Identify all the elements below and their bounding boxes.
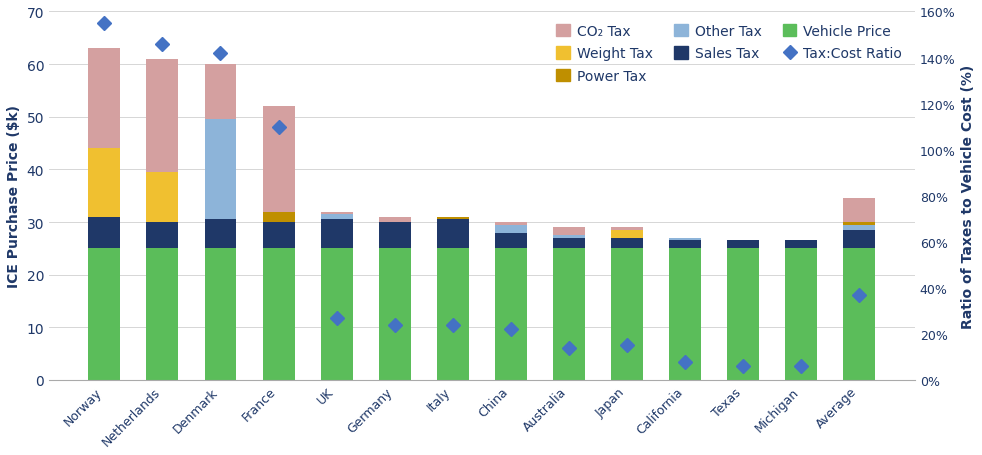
Bar <box>844 225 875 230</box>
Bar <box>379 217 410 222</box>
Bar <box>88 217 120 249</box>
Y-axis label: ICE Purchase Price ($k): ICE Purchase Price ($k) <box>7 105 21 288</box>
Bar <box>495 222 527 225</box>
Bar <box>495 225 527 233</box>
Bar <box>495 249 527 380</box>
Y-axis label: Ratio of Taxes to Vehicle Cost (%): Ratio of Taxes to Vehicle Cost (%) <box>961 65 975 328</box>
Bar <box>553 236 585 238</box>
Bar <box>321 249 353 380</box>
Bar <box>321 220 353 249</box>
Bar <box>88 49 120 149</box>
Bar <box>146 172 179 222</box>
Bar <box>844 222 875 225</box>
Bar <box>146 222 179 249</box>
Legend: CO₂ Tax, Weight Tax, Power Tax, Other Tax, Sales Tax, Vehicle Price, Tax:Cost Ra: CO₂ Tax, Weight Tax, Power Tax, Other Ta… <box>551 20 907 89</box>
Bar <box>728 249 759 380</box>
Bar <box>495 233 527 249</box>
Bar <box>553 228 585 236</box>
Bar <box>437 220 468 249</box>
Bar <box>204 249 237 380</box>
Bar <box>262 222 295 249</box>
Bar <box>262 249 295 380</box>
Bar <box>728 241 759 249</box>
Bar <box>146 60 179 172</box>
Bar <box>669 238 701 241</box>
Bar <box>379 222 410 249</box>
Bar <box>146 249 179 380</box>
Bar <box>262 107 295 212</box>
Bar <box>611 230 643 238</box>
Bar <box>262 212 295 222</box>
Bar <box>379 249 410 380</box>
Bar <box>437 249 468 380</box>
Bar <box>786 249 817 380</box>
Bar <box>204 220 237 249</box>
Bar <box>321 212 353 215</box>
Bar <box>88 149 120 217</box>
Bar <box>611 249 643 380</box>
Bar <box>669 241 701 249</box>
Bar <box>437 217 468 220</box>
Bar <box>553 238 585 249</box>
Bar <box>844 249 875 380</box>
Bar <box>844 199 875 222</box>
Bar <box>321 215 353 220</box>
Bar <box>88 249 120 380</box>
Bar <box>669 249 701 380</box>
Bar <box>786 241 817 249</box>
Bar <box>204 65 237 120</box>
Bar <box>844 230 875 249</box>
Bar <box>611 238 643 249</box>
Bar <box>204 120 237 220</box>
Bar <box>553 249 585 380</box>
Bar <box>611 228 643 230</box>
